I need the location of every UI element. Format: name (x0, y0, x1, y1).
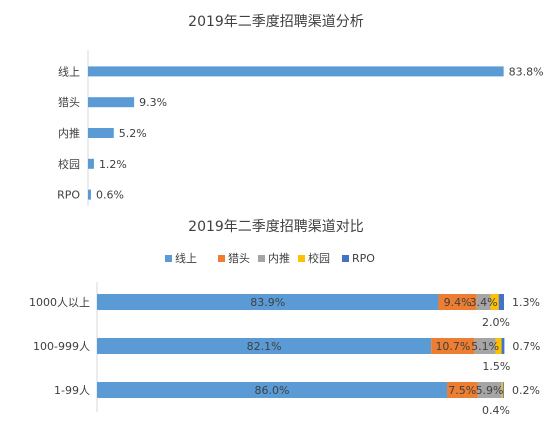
chart1-value-label: 1.2% (99, 158, 127, 171)
chart2-value-label: 0.2% (512, 384, 540, 397)
chart2-title: 2019年二季度招聘渠道对比 (188, 219, 364, 235)
legend-swatch (165, 255, 172, 262)
chart2-value-label: 1.5% (482, 360, 510, 373)
chart2-bar-segment (476, 294, 491, 310)
chart2-bar-segment (501, 382, 504, 398)
chart2-plot: 1000人以上 83.9% 9.4%3.4% 2.0%1.3% 100-999人 82.1… (29, 282, 540, 417)
chart1-bar (88, 128, 114, 138)
chart2-bar-segment (501, 338, 505, 354)
chart2-value-label: 2.0% (482, 316, 510, 329)
chart1-bar (88, 97, 135, 108)
chart2-bar-segment (477, 382, 502, 398)
chart2-bar-segment (495, 338, 502, 354)
chart2-bar-segment (490, 294, 499, 310)
chart2-value-label: 10.7% (435, 340, 470, 353)
chart1-value-label: 83.8% (509, 65, 544, 78)
legend-item-label: 内推 (268, 251, 290, 265)
chart1-category-label: RPO (57, 189, 80, 202)
chart2-legend: 线上 猎头 内推 校园 RPO (165, 251, 375, 265)
legend-swatch (258, 255, 265, 262)
chart1-category-label: 校园 (58, 157, 80, 171)
chart2-value-label: 5.9% (476, 384, 504, 397)
chart1-category-label: 线上 (58, 64, 80, 78)
legend-swatch (298, 255, 305, 262)
legend-swatch (342, 255, 349, 262)
chart2-bar-segment (97, 338, 432, 354)
chart1-bar (88, 66, 504, 77)
chart1-bar (88, 189, 91, 200)
chart1-value-label: 0.6% (96, 189, 124, 202)
chart2-category-label: 100-999人 (33, 340, 90, 353)
legend-item-label: 猎头 (228, 251, 250, 265)
legend-item-label: 线上 (175, 251, 197, 265)
chart2-bar-segment (447, 382, 478, 398)
chart2-value-label: 3.4% (470, 296, 498, 309)
chart1-title: 2019年二季度招聘渠道分析 (188, 14, 364, 30)
chart2-bar-segment (97, 382, 448, 398)
chart2-bar-segment (438, 294, 477, 310)
chart1-bar (88, 158, 94, 169)
chart2-bar-segment (503, 382, 504, 398)
chart2-category-label: 1-99人 (54, 384, 90, 397)
chart1-value-label: 5.2% (119, 127, 147, 140)
chart2-bar-segment (498, 294, 504, 310)
chart1-category-label: 内推 (58, 126, 80, 140)
chart2-value-label: 9.4% (444, 296, 472, 309)
chart2-value-label: 5.1% (471, 340, 499, 353)
chart2-bar-segment (474, 338, 496, 354)
legend-item-label: 校园 (308, 251, 330, 265)
chart2-bar-segment (97, 294, 439, 310)
chart2-value-label: 0.4% (482, 404, 510, 417)
chart1-category-label: 猎头 (58, 95, 80, 109)
chart2-value-label: 7.5% (448, 384, 476, 397)
chart2-category-label: 1000人以上 (29, 296, 90, 309)
legend-swatch (218, 255, 225, 262)
chart1-value-label: 9.3% (139, 96, 167, 109)
chart1-plot: 线上 83.8% 猎头 9.3% 内推 5.2% 校园 1.2% RPO 0.6% (57, 50, 544, 206)
chart2-value-label: 1.3% (512, 296, 540, 309)
chart2-bar-segment (431, 338, 475, 354)
chart2-value-label: 82.1% (247, 340, 282, 353)
legend-item-label: RPO (352, 252, 375, 265)
chart2-value-label: 83.9% (250, 296, 285, 309)
chart2-value-label: 0.7% (512, 340, 540, 353)
chart2-value-label: 86.0% (255, 384, 290, 397)
